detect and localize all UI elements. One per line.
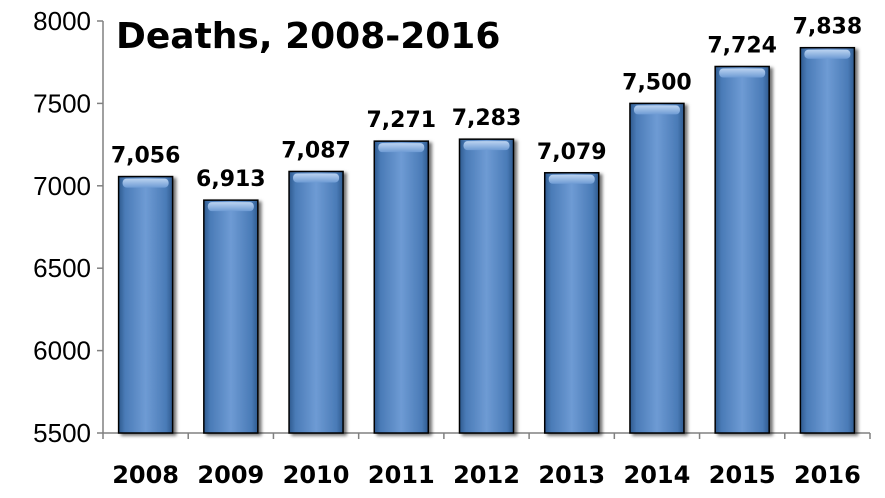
data-label: 7,079: [537, 140, 607, 165]
data-label: 7,838: [793, 15, 863, 40]
x-tick-label: 2011: [368, 461, 435, 489]
bar: [799, 46, 856, 434]
x-tick-label: 2008: [112, 461, 179, 489]
y-tick-label: 6500: [33, 253, 91, 283]
bar: [117, 175, 174, 434]
data-label: 7,724: [707, 33, 777, 58]
data-label: 7,087: [281, 138, 351, 163]
bar-cap: [122, 178, 169, 188]
bar-2013: [543, 172, 600, 434]
bar: [288, 170, 344, 434]
bar-2010: [288, 170, 344, 434]
bar-cap: [293, 173, 340, 183]
y-tick-label: 6000: [33, 336, 91, 366]
bar: [373, 140, 430, 434]
bar: [714, 65, 770, 434]
bar-cap: [548, 174, 595, 184]
y-tick-label: 5500: [33, 418, 91, 448]
x-tick-label: 2009: [197, 461, 264, 489]
axes: 5500 6000 6500 7000 7500 8000: [33, 6, 871, 448]
labels: 7,056 2008 6,913 2009 7,087 2010 7,271 2011 7,28…: [111, 15, 862, 489]
bar: [458, 138, 515, 434]
bar-cap: [804, 49, 851, 59]
bar: [629, 102, 685, 434]
x-tick-label: 2016: [794, 461, 861, 489]
x-tick-label: 2012: [453, 461, 520, 489]
bar-cap: [719, 68, 766, 78]
bar-2009: [203, 199, 259, 434]
x-tick-label: 2013: [538, 461, 605, 489]
bar-cap: [463, 141, 510, 151]
bar-2011: [373, 140, 430, 434]
data-label: 7,500: [622, 70, 692, 95]
data-label: 7,056: [111, 144, 181, 169]
x-tick-label: 2014: [624, 461, 691, 489]
data-label: 7,283: [452, 106, 522, 131]
chart-title: Deaths, 2008-2016: [116, 16, 500, 57]
bar-2012: [458, 138, 515, 434]
y-tick-label: 7500: [33, 88, 91, 118]
bar-2008: [117, 175, 174, 434]
y-tick-label: 7000: [33, 171, 91, 201]
bar: [543, 172, 600, 434]
bar-2014: [629, 102, 685, 434]
y-tick-label: 8000: [33, 6, 91, 36]
data-label: 7,271: [366, 108, 436, 133]
bar-cap: [378, 143, 425, 153]
bar-cap: [207, 202, 254, 212]
bar-2015: [714, 65, 770, 434]
bar-2016: [799, 46, 856, 434]
bar-cap: [633, 105, 680, 115]
x-tick-label: 2015: [709, 461, 776, 489]
bar: [203, 199, 259, 434]
bars: [117, 46, 856, 434]
x-tick-label: 2010: [283, 461, 350, 489]
data-label: 6,913: [196, 167, 266, 192]
